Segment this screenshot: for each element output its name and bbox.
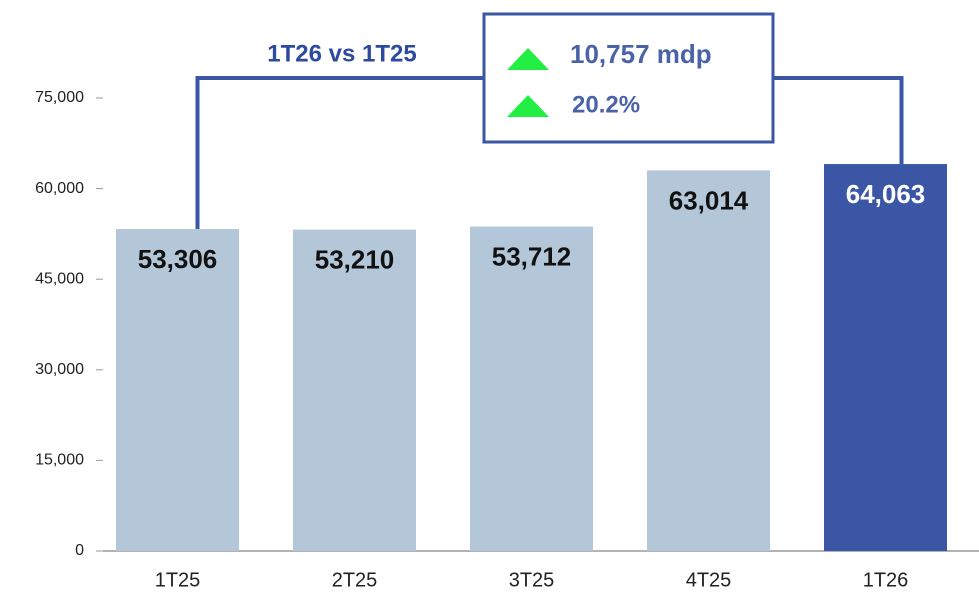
y-tick-label: 30,000: [35, 361, 84, 378]
comparison-label: 1T26 vs 1T25: [267, 40, 416, 67]
x-tick-label: 1T25: [155, 569, 201, 591]
data-label: 53,306: [138, 244, 218, 274]
x-tick-label: 4T25: [686, 569, 732, 591]
data-label: 53,210: [315, 244, 395, 274]
x-tick-label: 1T26: [863, 569, 909, 591]
bar: [116, 229, 239, 552]
bar: [470, 226, 593, 551]
y-tick-label: 75,000: [35, 89, 84, 106]
data-label: 53,712: [492, 241, 572, 271]
data-label: 63,014: [669, 185, 749, 215]
comparison-change: 10,757 mdp: [570, 39, 712, 69]
data-label: 64,063: [846, 179, 926, 209]
x-tick-label: 2T25: [332, 569, 378, 591]
bar: [647, 170, 770, 551]
up-arrow: [507, 48, 549, 70]
y-tick-label: 60,000: [35, 180, 84, 197]
comparison-change-pct: 20.2%: [572, 91, 640, 118]
comparison-box: [482, 12, 775, 144]
x-tick-label: 3T25: [509, 569, 555, 591]
y-tick-label: 15,000: [35, 452, 84, 469]
y-tick-label: 45,000: [35, 270, 84, 287]
y-tick-label: 0: [75, 542, 84, 559]
bar: [824, 164, 947, 551]
bar: [293, 229, 416, 551]
up-arrow: [507, 95, 549, 117]
